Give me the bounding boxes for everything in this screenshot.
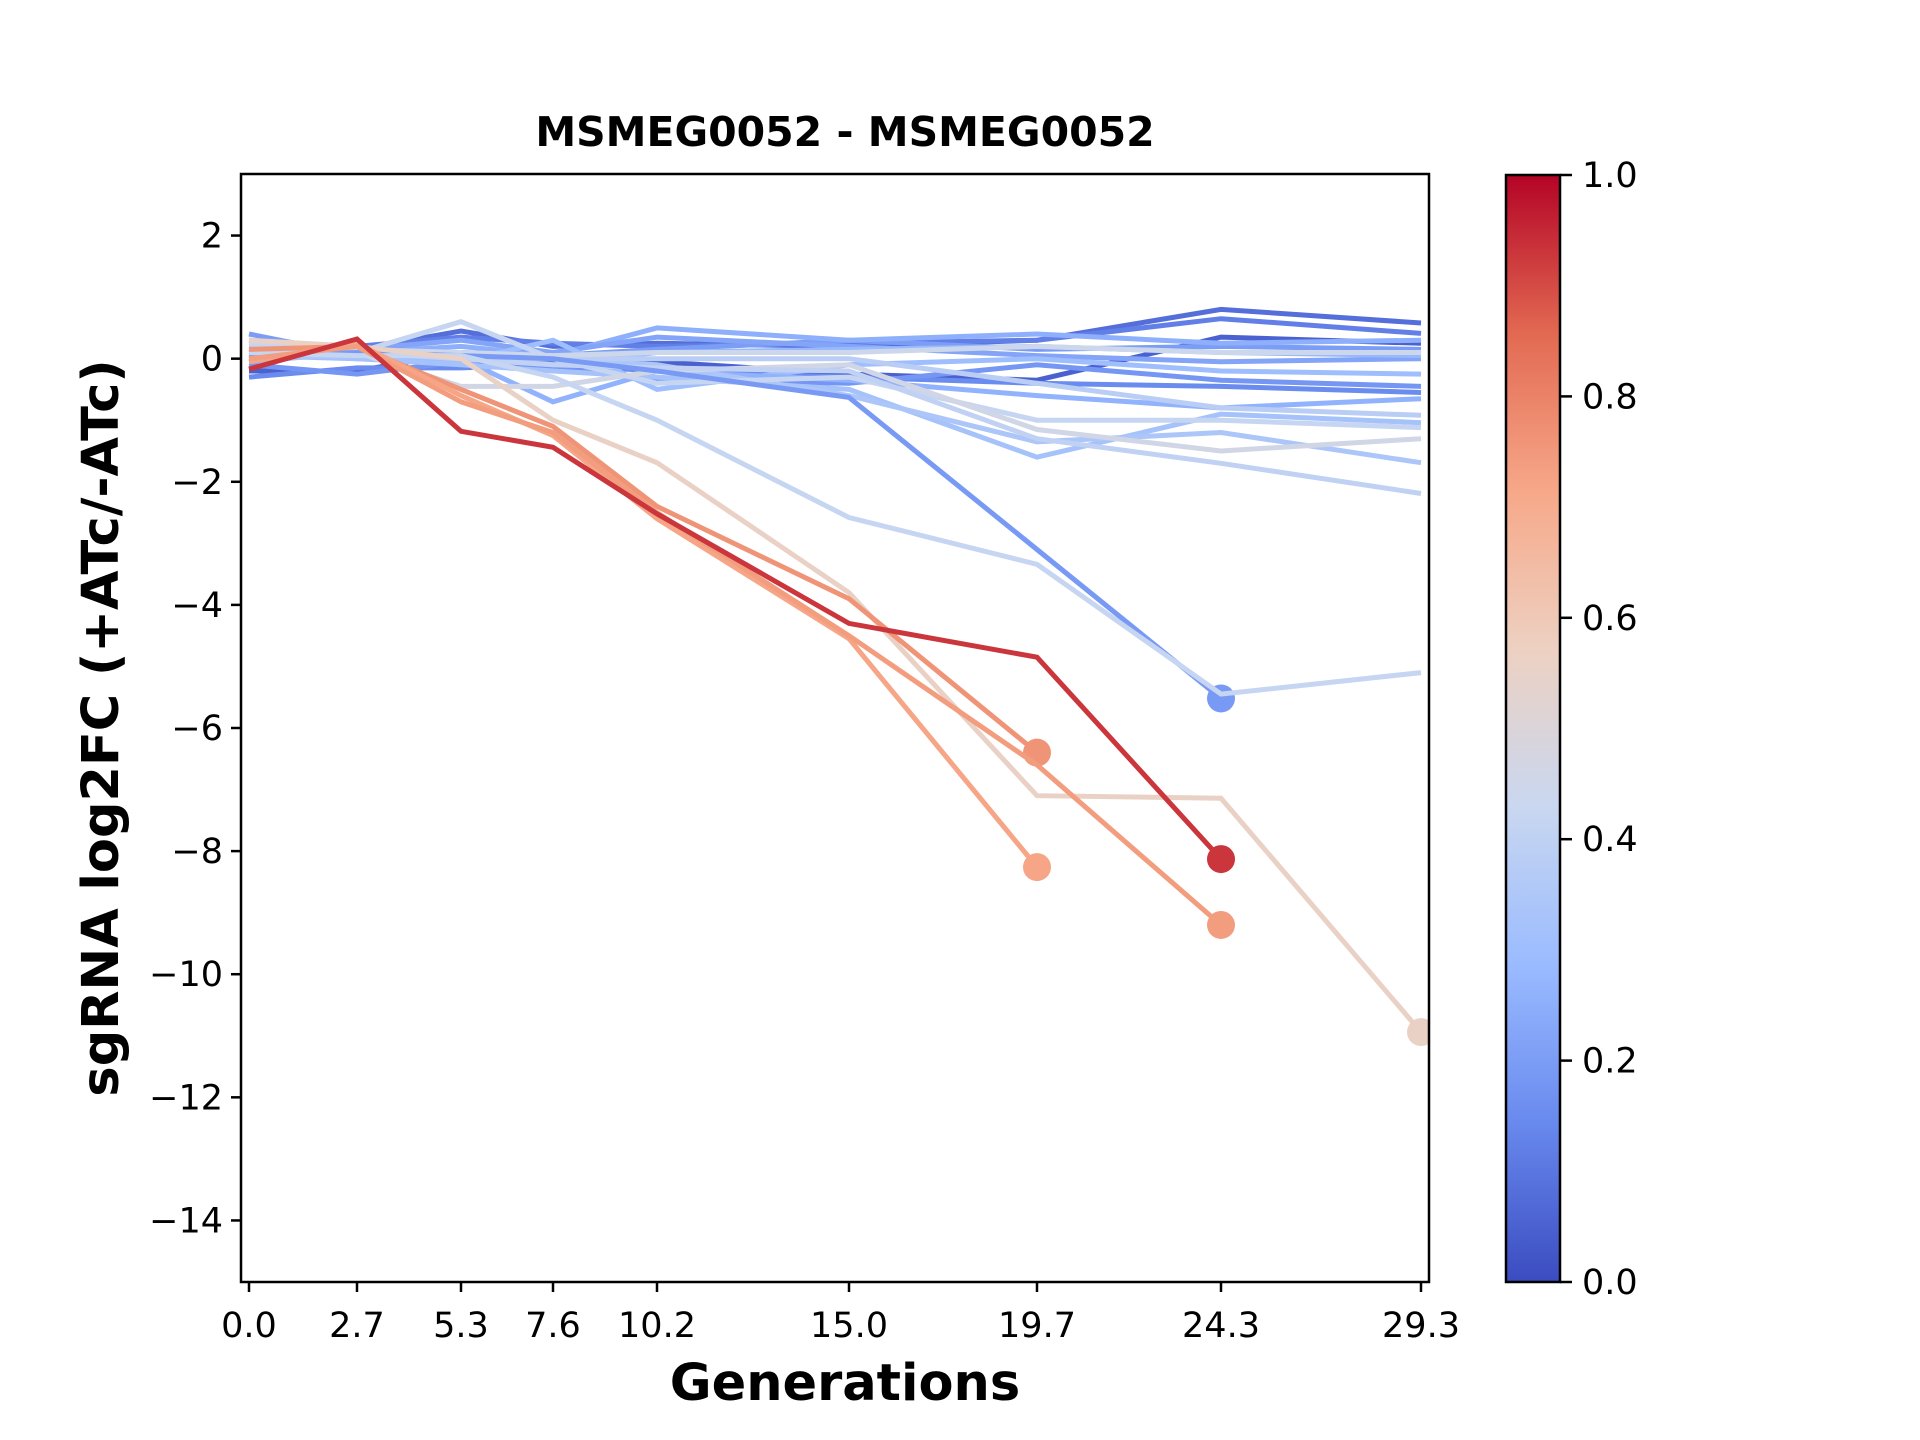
x-axis: 0.0 2.7 5.3 7.6 10.2 15.0 19.7 24.3 29.3 <box>221 1282 1460 1346</box>
y-tick-label: −10 <box>149 955 223 995</box>
y-axis-label: sgRNA log2FC (+ATc/-ATc) <box>72 359 131 1096</box>
series-line <box>248 343 1039 755</box>
x-tick-label: 19.7 <box>998 1306 1076 1346</box>
series-endpoint-marker <box>1207 910 1235 939</box>
chart-title: MSMEG0052 - MSMEG0052 <box>535 108 1154 156</box>
series-line <box>248 340 1039 869</box>
series-line <box>248 337 1423 1034</box>
y-tick-label: −6 <box>171 709 223 749</box>
y-tick-label: 2 <box>201 217 223 257</box>
colorbar-tick-label: 0.2 <box>1582 1042 1638 1082</box>
y-tick-label: −12 <box>149 1078 223 1118</box>
y-tick-label: −14 <box>149 1201 223 1241</box>
series-endpoint-marker <box>1207 845 1235 874</box>
x-axis-label: Generations <box>670 1354 1020 1413</box>
series-line <box>248 336 1223 861</box>
colorbar-tick-label: 0.0 <box>1582 1263 1638 1303</box>
series-layer <box>248 306 1429 1047</box>
series-line <box>248 334 1422 365</box>
y-tick-label: −4 <box>171 586 223 626</box>
colorbar-ticks: 0.0 0.2 0.4 0.6 0.8 1.0 <box>1560 156 1638 1303</box>
y-tick-label: −8 <box>171 832 223 872</box>
colorbar-gradient <box>1504 173 1562 1284</box>
series-endpoint-marker <box>1023 853 1051 882</box>
x-tick-label: 24.3 <box>1182 1306 1260 1346</box>
x-tick-label: 2.7 <box>329 1306 385 1346</box>
colorbar-tick-label: 0.4 <box>1582 820 1638 860</box>
x-tick-label: 0.0 <box>221 1306 277 1346</box>
y-tick-label: −2 <box>171 463 223 503</box>
y-axis: 2 0 −2 −4 −6 −8 −10 −12 −14 <box>149 217 241 1241</box>
x-tick-label: 29.3 <box>1382 1306 1460 1346</box>
colorbar: 0.0 0.2 0.4 0.6 0.8 1.0 <box>1504 156 1638 1303</box>
colorbar-tick-label: 0.6 <box>1582 599 1638 639</box>
x-tick-label: 7.6 <box>525 1306 581 1346</box>
colorbar-tick-label: 1.0 <box>1582 156 1638 196</box>
series-line <box>248 349 1223 701</box>
series-line <box>248 350 1422 697</box>
series-endpoint-marker <box>1407 1018 1429 1047</box>
colorbar-tick-label: 0.8 <box>1582 377 1638 417</box>
series-line <box>248 319 1422 431</box>
x-tick-label: 5.3 <box>433 1306 489 1346</box>
x-tick-label: 15.0 <box>810 1306 888 1346</box>
y-tick-label: 0 <box>201 340 223 380</box>
x-tick-label: 10.2 <box>618 1306 696 1346</box>
